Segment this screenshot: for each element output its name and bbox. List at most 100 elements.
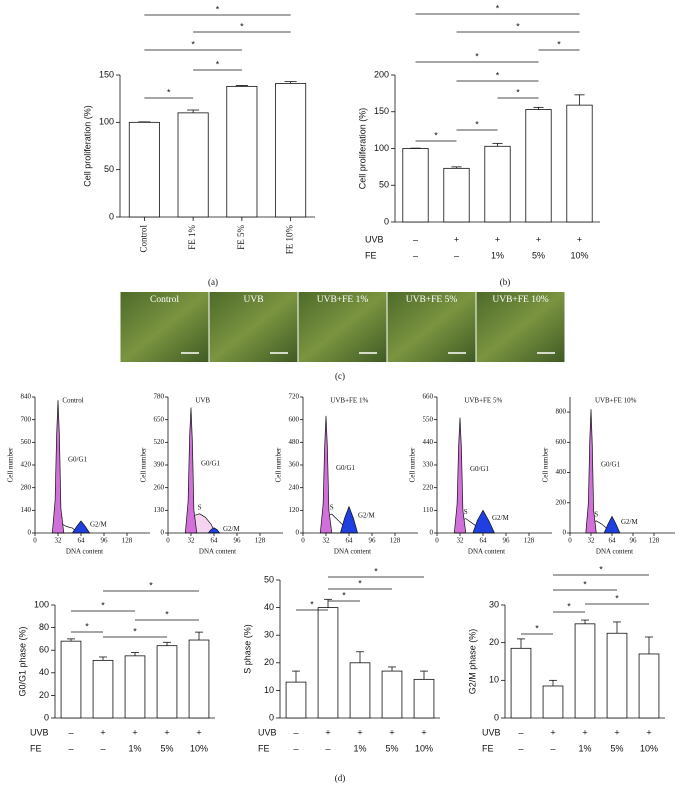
row-cell: + (357, 727, 362, 737)
x-tick-label: FE 10% (285, 224, 295, 254)
row-cell: – (100, 743, 105, 753)
x-tick-label: 32 (323, 537, 331, 545)
micrograph (209, 292, 298, 362)
y-tick-label: 100 (374, 143, 389, 153)
y-tick-label: 280 (21, 483, 32, 491)
bar (525, 109, 552, 223)
y-tick-label: 50 (264, 574, 274, 584)
row-cell: + (421, 727, 426, 737)
row-label: FE (482, 743, 494, 753)
bar (402, 148, 429, 223)
row-cell: 10% (190, 743, 208, 753)
x-tick-label: 96 (630, 537, 638, 545)
row-cell: 10% (640, 743, 658, 753)
micrograph-label: UVB+FE 1% (317, 295, 369, 305)
y-tick-label: 360 (289, 461, 300, 469)
row-cell: 5% (385, 743, 398, 753)
x-axis-label: DNA content (199, 548, 236, 556)
significance-label: * (599, 564, 603, 574)
y-tick-label: 110 (423, 506, 434, 514)
histogram-area (184, 407, 198, 534)
y-tick-label: 20 (264, 657, 274, 667)
x-tick-label: 64 (480, 537, 488, 545)
y-axis-label: Cell number (542, 447, 550, 482)
y-tick-label: 40 (264, 602, 274, 612)
x-tick-label: 128 (649, 537, 660, 545)
bar (484, 145, 511, 223)
phase-label: G0/G1 (601, 460, 621, 468)
y-tick-label: 100 (99, 117, 114, 127)
y-tick-label: 800 (556, 408, 567, 416)
y-tick-label: 390 (154, 461, 165, 469)
x-axis-label: DNA content (468, 548, 505, 556)
significance-label: * (496, 70, 500, 80)
y-axis-label: Cell number (409, 447, 417, 482)
y-tick-label: 200 (374, 69, 389, 79)
row-cell: – (293, 743, 298, 753)
row-label: FE (365, 250, 377, 260)
significance-label: * (516, 21, 520, 31)
significance-label: * (191, 39, 195, 49)
histogram-title: UVB+FE 1% (330, 397, 368, 405)
row-cell: – (550, 743, 555, 753)
bar (124, 655, 146, 719)
x-tick-label: 128 (255, 537, 266, 545)
panel-label: (d) (335, 773, 346, 783)
bar (285, 681, 307, 719)
panel-label: (c) (335, 371, 345, 381)
bar (128, 121, 160, 218)
x-axis-label: DNA content (334, 548, 371, 556)
y-tick-label: 50 (104, 164, 114, 174)
x-tick-label: 0 (301, 537, 305, 545)
row-cell: 1% (491, 250, 504, 260)
histogram-area (51, 400, 65, 534)
row-cell: – (325, 743, 330, 753)
row-cell: 10% (570, 250, 588, 260)
row-label: UVB (482, 727, 501, 737)
y-tick-label: 420 (21, 461, 32, 469)
y-tick-label: 10 (489, 675, 499, 685)
y-tick-label: 700 (21, 415, 32, 423)
y-tick-label: 440 (423, 438, 434, 446)
y-tick-label: 60 (39, 645, 49, 655)
x-tick-label: 0 (568, 537, 572, 545)
y-tick-label: 20 (39, 690, 49, 700)
significance-label: * (310, 599, 314, 609)
y-axis-label: Cell proliferation (%) (357, 108, 367, 190)
y-tick-label: 240 (289, 483, 300, 491)
micrograph-label: UVB (243, 295, 263, 305)
row-label: FE (258, 743, 270, 753)
bar (349, 662, 371, 719)
significance-label: * (374, 566, 378, 576)
y-tick-label: 30 (264, 630, 274, 640)
row-cell: + (325, 727, 330, 737)
phase-label: G2/M (223, 525, 241, 533)
y-axis-label: S phase (%) (242, 624, 252, 674)
x-tick-label: 128 (122, 537, 133, 545)
phase-label: G0/G1 (201, 460, 221, 468)
y-tick-label: 0 (384, 216, 389, 226)
row-cell: + (132, 727, 137, 737)
y-tick-label: 520 (154, 438, 165, 446)
row-cell: – (454, 250, 459, 260)
y-tick-label: 0 (44, 712, 49, 722)
x-tick-label: 96 (101, 537, 109, 545)
phase-label: G2/M (621, 518, 639, 526)
row-cell: – (413, 234, 418, 244)
y-tick-label: 0 (494, 712, 499, 722)
micrograph (120, 292, 209, 362)
x-tick-label: 96 (369, 537, 377, 545)
y-tick-label: 650 (154, 415, 165, 423)
y-tick-label: 200 (556, 498, 567, 506)
row-cell: – (68, 743, 73, 753)
row-cell: + (550, 727, 555, 737)
phase-label: S (198, 503, 202, 511)
phase-label: S (594, 511, 598, 519)
micrograph-label: Control (150, 295, 179, 305)
y-tick-label: 140 (21, 506, 32, 514)
bar (574, 623, 596, 719)
phase-label: G2/M (90, 521, 108, 529)
micrograph-label: UVB+FE 5% (406, 295, 458, 305)
significance-label: * (475, 119, 479, 129)
bar (638, 653, 660, 719)
